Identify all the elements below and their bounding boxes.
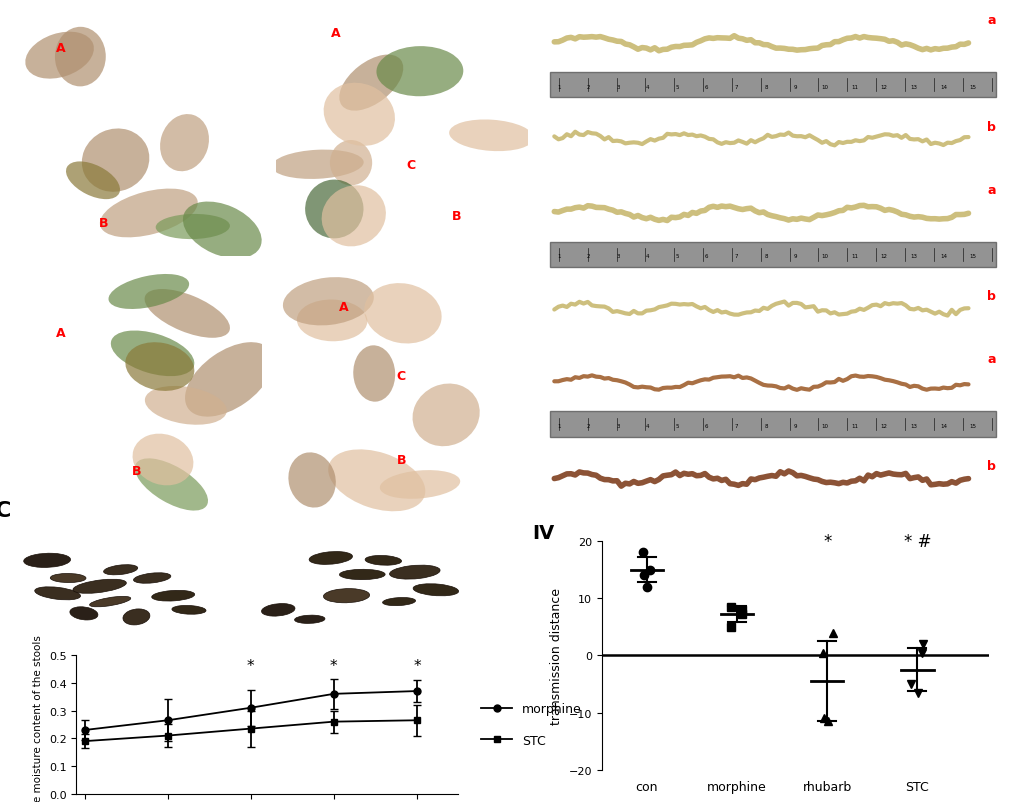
Text: *: * [822, 532, 830, 550]
Ellipse shape [339, 569, 385, 580]
Ellipse shape [309, 552, 353, 565]
Text: * #: * # [903, 532, 930, 550]
Ellipse shape [90, 597, 130, 607]
Ellipse shape [133, 573, 170, 584]
Legend: morphine, STC: morphine, STC [476, 697, 587, 751]
Text: C: C [0, 500, 11, 520]
Y-axis label: transmission distance: transmission distance [549, 587, 562, 724]
Ellipse shape [23, 553, 70, 568]
Ellipse shape [261, 604, 294, 617]
Text: *: * [330, 658, 337, 673]
Ellipse shape [152, 590, 195, 602]
Ellipse shape [104, 565, 138, 575]
Ellipse shape [50, 573, 86, 583]
Ellipse shape [413, 584, 459, 596]
Ellipse shape [382, 597, 415, 606]
Text: *: * [247, 658, 255, 673]
Text: IV: IV [532, 523, 553, 542]
Ellipse shape [35, 587, 81, 600]
Y-axis label: The moisture content of the stools: The moisture content of the stools [34, 634, 44, 802]
Ellipse shape [323, 589, 369, 603]
Ellipse shape [389, 565, 439, 579]
Ellipse shape [123, 610, 150, 625]
Ellipse shape [73, 580, 126, 593]
Ellipse shape [365, 556, 401, 565]
Ellipse shape [172, 606, 206, 614]
Ellipse shape [69, 607, 98, 620]
Ellipse shape [294, 615, 325, 624]
Text: *: * [413, 658, 420, 673]
